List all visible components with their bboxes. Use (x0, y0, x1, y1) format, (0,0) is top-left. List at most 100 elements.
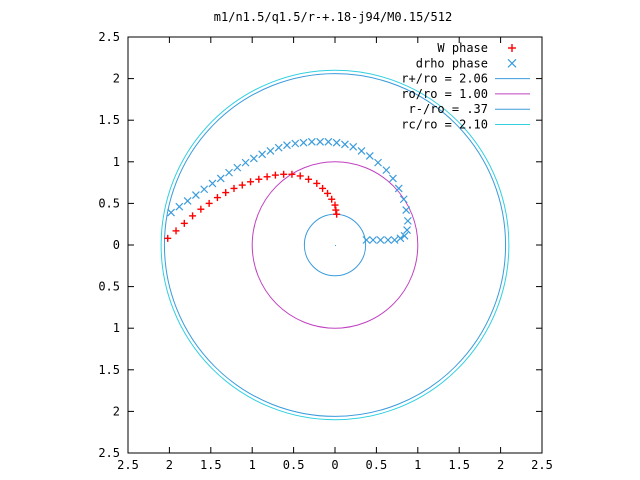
legend-label: r+/ro = 2.06 (401, 72, 488, 86)
drho-phase-point (357, 147, 366, 155)
marker-stroke (299, 138, 308, 147)
drho-phase-point (208, 179, 217, 188)
center-dot (335, 245, 336, 246)
axis-ticks: 2.5 2 1.5 1 0.5 0 0.5 1 1.5 2 2.52.521.510.500.511… (98, 30, 553, 472)
w-phase-point (172, 227, 180, 235)
w-phase-point (238, 181, 246, 189)
y-tick-label: 1.5 (98, 113, 120, 127)
drho-phase-point (332, 138, 341, 147)
drho-phase-point (390, 236, 399, 244)
drho-phase-point (291, 139, 300, 148)
marker-stroke (241, 158, 250, 167)
drho-phase-point (369, 236, 378, 244)
marker-stroke (382, 166, 391, 175)
y-tick-label: 0 (113, 238, 120, 252)
w-phase-point (313, 179, 321, 187)
legend-marker (508, 44, 516, 52)
marker-stroke (216, 174, 225, 183)
w-phase-point (180, 219, 188, 227)
w-phase-point (230, 184, 238, 192)
marker-stroke (274, 143, 283, 152)
w-phase-point (247, 178, 255, 186)
marker-stroke (208, 179, 217, 188)
marker-stroke (362, 236, 371, 244)
marker-stroke (403, 226, 411, 234)
drho-phase-point (167, 208, 175, 217)
drho-phase-point (402, 206, 411, 214)
w-phase-point (319, 184, 327, 192)
w-phase-point (197, 205, 205, 213)
marker-stroke (357, 147, 366, 155)
w-phase-point (288, 170, 296, 178)
drho-phase-point (394, 184, 403, 193)
w-phase-point (263, 173, 271, 181)
marker-stroke (349, 142, 358, 151)
legend-label: W phase (437, 41, 488, 55)
y-tick-label: 0.5 (98, 196, 120, 210)
marker-stroke (394, 184, 403, 193)
marker-stroke (316, 137, 325, 146)
x-tick-label: 0 (331, 458, 338, 472)
x-tick-label: 2.5 (531, 458, 553, 472)
y-tick-label: 1 (113, 155, 120, 169)
marker-stroke (266, 147, 275, 155)
x-tick-label: 2 (166, 458, 173, 472)
w-phase-point (205, 199, 213, 207)
marker-stroke (402, 206, 411, 214)
circle-r-ro-2-06 (163, 73, 507, 417)
drho-phase-point (283, 141, 291, 150)
drho-phase-point (307, 137, 316, 146)
marker-stroke (384, 236, 392, 244)
legend-label: rc/ro = 2.10 (401, 118, 488, 132)
w-phase-point (255, 175, 263, 183)
drho-phase-point (316, 137, 325, 146)
drho-phase-point (175, 202, 184, 211)
y-tick-label: 2 (113, 72, 120, 86)
x-tick-label: 2.5 (117, 458, 139, 472)
x-tick-label: 0.5 (283, 458, 305, 472)
drho-phase-point (382, 166, 391, 175)
drho-phase-point (362, 236, 371, 244)
chart-title: m1/n1.5/q1.5/r-+.18-j94/M0.15/512 (214, 10, 452, 24)
legend-label: ro/ro = 1.00 (401, 87, 488, 101)
marker-stroke (507, 58, 517, 68)
w-phase-point (324, 189, 332, 197)
legend-label: drho phase (416, 56, 488, 70)
drho-phase-point (258, 150, 267, 159)
drho-phase-point (400, 231, 409, 240)
w-phase-point (271, 171, 279, 179)
w-phase-point (305, 175, 313, 183)
drho-phase-point (341, 140, 349, 149)
y-tick-label: 2 (113, 404, 120, 418)
drho-phase-point (299, 138, 308, 147)
drho-phase-point (191, 191, 200, 200)
marker-stroke (396, 234, 405, 243)
marker-stroke (258, 150, 267, 159)
marker-stroke (332, 138, 341, 147)
drho-phase-point (399, 195, 408, 204)
marker-stroke (399, 195, 408, 204)
w-phase-point (296, 172, 304, 180)
drho-phase-point (324, 137, 333, 146)
w-phase-point (332, 206, 340, 214)
drho-phase-point (233, 163, 242, 172)
legend-marker (507, 58, 517, 68)
drho-phase-point (183, 196, 192, 205)
y-tick-label: 2.5 (98, 446, 120, 460)
circle-rc-ro-2-10 (160, 69, 510, 421)
marker-stroke (390, 236, 399, 244)
marker-stroke (291, 139, 300, 148)
drho-phase-point (225, 168, 233, 177)
phase-points (164, 137, 412, 244)
x-tick-label: 1 (249, 458, 256, 472)
w-phase-point (328, 195, 336, 203)
drho-phase-point (403, 226, 411, 234)
drho-phase-point (249, 154, 258, 163)
w-phase-point (213, 194, 221, 202)
drho-phase-point (200, 185, 209, 194)
drho-phase-point (216, 174, 225, 183)
marker-stroke (324, 137, 333, 146)
y-tick-label: 1.5 (98, 363, 120, 377)
